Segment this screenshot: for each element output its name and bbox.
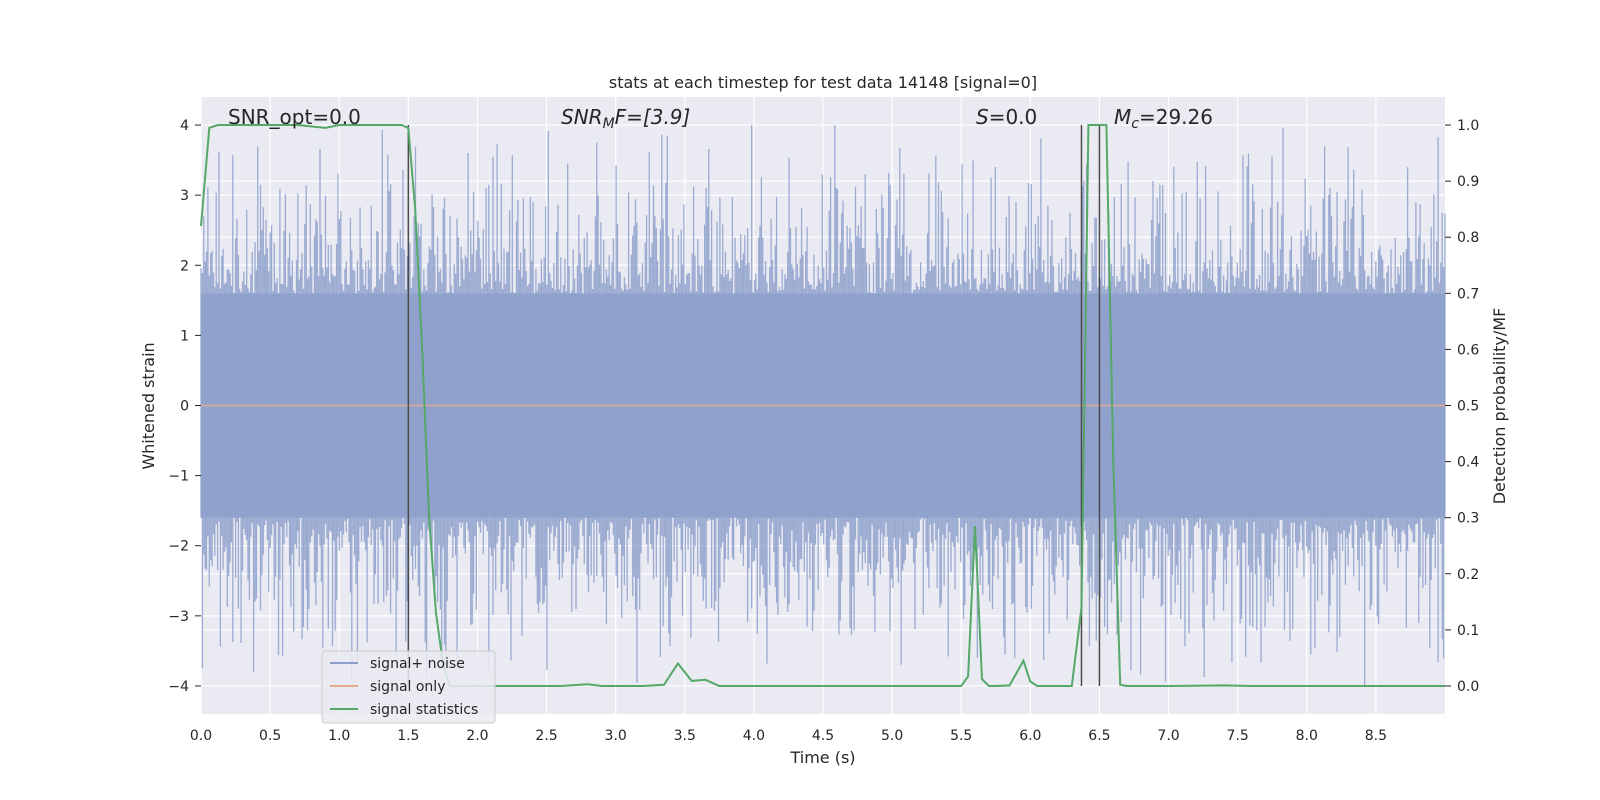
annotation-snr-mf-rest: F=[3.9]	[615, 105, 691, 129]
x-tick-label: 1.0	[328, 728, 350, 744]
x-tick-label: 7.0	[1157, 728, 1179, 744]
x-axis-label: Time (s)	[789, 748, 855, 767]
annotation-mc-main: M	[1114, 105, 1131, 129]
annotation-snr-opt: SNR_opt=0.0	[228, 105, 361, 129]
annotation-snr-mf-main: SNR	[561, 105, 603, 129]
x-tick-label: 1.5	[397, 728, 419, 744]
annotation-mc-sub: c	[1131, 116, 1139, 132]
y-tick-label: −1	[168, 469, 189, 485]
x-tick-label: 8.5	[1365, 728, 1387, 744]
y2-tick-label: 0.9	[1457, 174, 1479, 190]
x-tick-label: 5.0	[881, 728, 903, 744]
legend-label-signal-statistics: signal statistics	[370, 702, 478, 718]
y-tick-label: 1	[180, 328, 189, 344]
x-tick-label: 7.5	[1227, 728, 1249, 744]
x-tick-label: 5.5	[950, 728, 972, 744]
y2-tick-label: 0.4	[1457, 455, 1479, 471]
y2-tick-label: 0.3	[1457, 511, 1479, 527]
y-tick-label: −4	[168, 679, 189, 695]
y-tick-label: −2	[168, 539, 189, 555]
x-tick-label: 6.0	[1019, 728, 1041, 744]
signal-statistics-line	[200, 124, 1445, 687]
y-tick-label: 2	[180, 258, 189, 274]
y2-tick-label: 0.5	[1457, 399, 1479, 415]
x-tick-label: 0.5	[259, 728, 281, 744]
legend-box	[321, 650, 496, 724]
x-tick-label: 4.5	[812, 728, 834, 744]
x-axis-ticks: 0.0 0.5 1.0 1.5 2.0 2.5 3.0 3.5 4.0 4.5 5.0 5.5 6.0 6…	[190, 728, 1387, 744]
annotation-s: S=0.0	[976, 105, 1037, 129]
annotation-mc: Mc=29.26	[1114, 105, 1213, 132]
y2-tick-label: 0.6	[1457, 342, 1479, 358]
y2-tick-label: 0.8	[1457, 230, 1479, 246]
x-tick-label: 3.0	[605, 728, 627, 744]
y2-axis-label: Detection probability/MF	[1490, 308, 1509, 505]
legend-label-signal-only: signal only	[370, 679, 445, 695]
chart-title: stats at each timestep for test data 141…	[609, 73, 1037, 92]
y2-tick-label: 0.2	[1457, 567, 1479, 583]
annotation-mc-rest: =29.26	[1139, 105, 1213, 129]
annotation-s-main: S	[976, 105, 989, 129]
y-tick-label: 4	[180, 118, 189, 134]
x-tick-label: 2.0	[466, 728, 488, 744]
x-tick-label: 6.5	[1088, 728, 1110, 744]
y-axis-ticks: −4 −3 −2 −1 0 1 2 3 4	[168, 118, 201, 695]
x-tick-label: 0.0	[190, 728, 212, 744]
x-tick-label: 3.5	[674, 728, 696, 744]
y-tick-label: −3	[168, 609, 189, 625]
y2-tick-label: 0.1	[1457, 623, 1479, 639]
y2-tick-label: 1.0	[1457, 118, 1479, 134]
x-tick-label: 4.0	[743, 728, 765, 744]
y-tick-label: 3	[180, 188, 189, 204]
x-tick-label: 2.5	[535, 728, 557, 744]
annotation-snr-mf-sub: M	[603, 116, 615, 132]
y-tick-label: 0	[180, 399, 189, 415]
y2-tick-label: 0.7	[1457, 286, 1479, 302]
y2-axis-ticks: 0.0 0.1 0.2 0.3 0.4 0.5 0.6 0.7 0.8 0.9 1.0	[1445, 118, 1479, 695]
annotation-snr-mf: SNRMF=[3.9]	[561, 105, 690, 132]
legend: signal+ noise signal only signal statist…	[321, 650, 496, 724]
legend-label-signal-noise: signal+ noise	[370, 656, 465, 672]
annotation-s-rest: =0.0	[989, 105, 1038, 129]
x-tick-label: 8.0	[1296, 728, 1318, 744]
noise-spikes	[200, 125, 1446, 686]
y-axis-label: Whitened strain	[139, 342, 158, 469]
y2-tick-label: 0.0	[1457, 679, 1479, 695]
